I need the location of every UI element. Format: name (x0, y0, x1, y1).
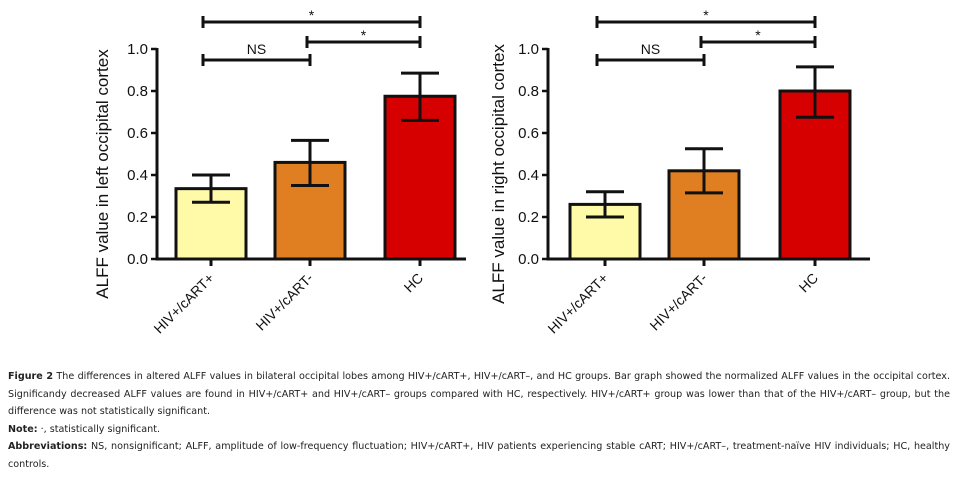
y-tick-label: 1.0 (127, 41, 148, 58)
y-tick-label: 0.0 (518, 251, 539, 268)
x-category-label: HIV+/cART+ (150, 270, 217, 337)
x-category-label: HIV+/cART+ (544, 270, 611, 337)
y-tick-label: 0.0 (127, 251, 148, 268)
x-category-label: HIV+/cART- (646, 270, 710, 334)
significance-label: * (703, 7, 709, 23)
x-category-label: HIV+/cART- (252, 270, 316, 334)
y-tick-label: 0.4 (518, 167, 539, 184)
chart-left-occipital: 0.0 0.2 0.4 0.6 0.8 1.0 ALFF value in left occ… (93, 7, 466, 337)
caption-main: Figure 2 The differences in altered ALFF… (8, 368, 950, 421)
significance-label: * (755, 27, 761, 43)
bar-2 (383, 94, 457, 261)
caption-abbreviations: Abbreviations: NS, nonsignificant; ALFF,… (8, 438, 950, 473)
caption-note: Note: ·, statistically significant. (8, 421, 950, 439)
figure-label: Figure 2 (8, 371, 54, 382)
x-category-label: HC (400, 270, 426, 296)
significance-label: * (309, 7, 315, 23)
y-tick-label: 0.6 (518, 125, 539, 142)
note-label: Note: (8, 423, 38, 435)
y-tick-label: 1.0 (518, 41, 539, 58)
chart-right-occipital: 0.0 0.2 0.4 0.6 0.8 1.0 ALFF value in right oc… (489, 7, 870, 337)
abbreviations-label: Abbreviations: (8, 441, 88, 452)
figure-caption: Figure 2 The differences in altered ALFF… (8, 368, 950, 473)
y-tick-label: 0.8 (127, 83, 148, 100)
y-tick-label: 0.2 (518, 209, 539, 226)
y-axis-title: ALFF value in right occipital cortex (489, 44, 508, 304)
significance-label: NS (247, 41, 266, 57)
y-tick-label: 0.4 (127, 167, 148, 184)
abbreviations-text: NS, nonsignificant; ALFF, amplitude of l… (8, 441, 950, 470)
bar-2 (778, 89, 852, 261)
figure-text: The differences in altered ALFF values i… (8, 371, 950, 417)
note-text: ·, statistically significant. (40, 423, 161, 435)
y-tick-label: 0.2 (127, 209, 148, 226)
y-tick-label: 0.6 (127, 125, 148, 142)
significance-label: * (361, 27, 367, 43)
y-axis-title: ALFF value in left occipital cortex (93, 49, 112, 299)
significance-label: NS (641, 41, 660, 57)
x-category-label: HC (795, 270, 821, 296)
y-tick-label: 0.8 (518, 83, 539, 100)
